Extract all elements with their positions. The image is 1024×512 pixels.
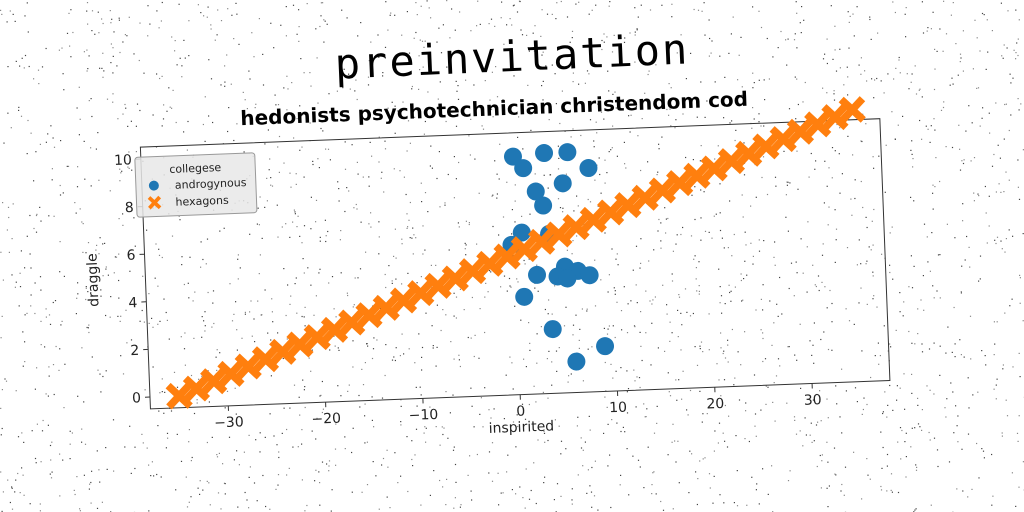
hexagons-point [251,345,280,373]
hexagons-legend-marker [147,195,162,210]
hexagons-point [165,382,193,410]
x-tick-label: 10 [609,400,627,417]
androgynous-point [514,159,533,178]
y-axis-label: draggle [84,253,102,307]
hexagons-point [527,228,556,256]
y-tick-label: 8 [125,200,135,216]
y-axis: 0 2 4 6 8 10 [114,152,151,407]
hexagons-point [355,301,383,329]
androgynous-point [526,182,545,201]
hexagons-point [804,110,832,139]
hexagons-point [614,191,642,219]
hexagons-point [200,367,228,395]
x-tick-label: −20 [311,411,341,428]
hexagons-point [648,176,676,205]
y-tick-label: 6 [126,248,136,264]
androgynous-point [579,159,598,178]
hexagons-point [182,374,211,403]
hexagons-point [597,198,625,227]
androgynous-point [553,174,572,193]
hexagons-point [700,154,728,183]
androgynous-point [558,143,577,162]
hexagons-point [458,257,487,285]
legend-entry-label: hexagons [175,194,229,209]
y-tick-label: 2 [130,343,140,359]
hexagons-point [234,352,262,381]
hexagons-point [407,279,435,307]
hexagons-point [441,264,469,293]
legend-entry-label: androgynous [175,176,247,192]
hexagons-point [372,294,400,322]
chart-marks [165,96,866,410]
hexagons-point [493,242,521,271]
legend: collegese androgynous hexagons [134,152,258,218]
androgynous-point [535,144,554,163]
androgynous-point [567,352,586,371]
hexagons-point [786,118,815,146]
androgynous-point [596,337,615,356]
hexagons-point [562,213,590,241]
hexagons-point [769,125,797,153]
androgynous-point [512,223,531,242]
androgynous-point [580,266,599,285]
x-tick-label: 20 [706,396,724,413]
x-axis-label: inspirited [488,418,554,437]
androgynous-point [543,320,562,339]
androgynous-legend-marker [148,180,159,191]
hexagons-point [545,220,573,249]
hexagons-point [717,147,746,175]
hexagons-point [303,323,331,351]
hexagons-point [579,206,607,234]
hexagons-point [338,308,366,337]
y-tick-label: 10 [114,152,132,169]
x-axis: −30 −20 −10 0 10 20 30 [214,383,822,431]
hexagons-point [510,235,538,263]
x-tick-label: 30 [804,392,822,409]
hexagons-point [735,140,763,168]
hexagons-point [752,132,780,161]
legend-box [134,152,258,218]
hexagons-point [683,162,711,190]
hexagons-point [320,316,349,344]
hexagons-point [389,286,418,315]
hexagons-point [838,96,866,124]
hexagons-point [269,338,297,366]
x-tick-label: −30 [214,414,244,431]
hexagons-point [286,330,314,359]
hexagons-point [631,184,659,212]
hexagons-point [666,169,694,197]
hexagons-point [476,250,504,278]
legend-title: collegese [169,161,222,176]
androgynous-point [515,287,534,306]
chart-title: hedonists psychotechnician christendom c… [240,87,749,130]
y-tick-label: 0 [132,390,142,406]
hexagons-point [821,103,849,131]
x-tick-label: 0 [516,404,526,420]
hexagons-point [424,272,452,300]
y-tick-label: 4 [128,295,138,311]
androgynous-point [534,196,553,215]
x-tick-label: −10 [408,407,438,424]
hexagons-point [217,360,245,388]
androgynous-point [503,147,522,166]
androgynous-point [558,269,577,288]
androgynous-point [528,265,547,284]
